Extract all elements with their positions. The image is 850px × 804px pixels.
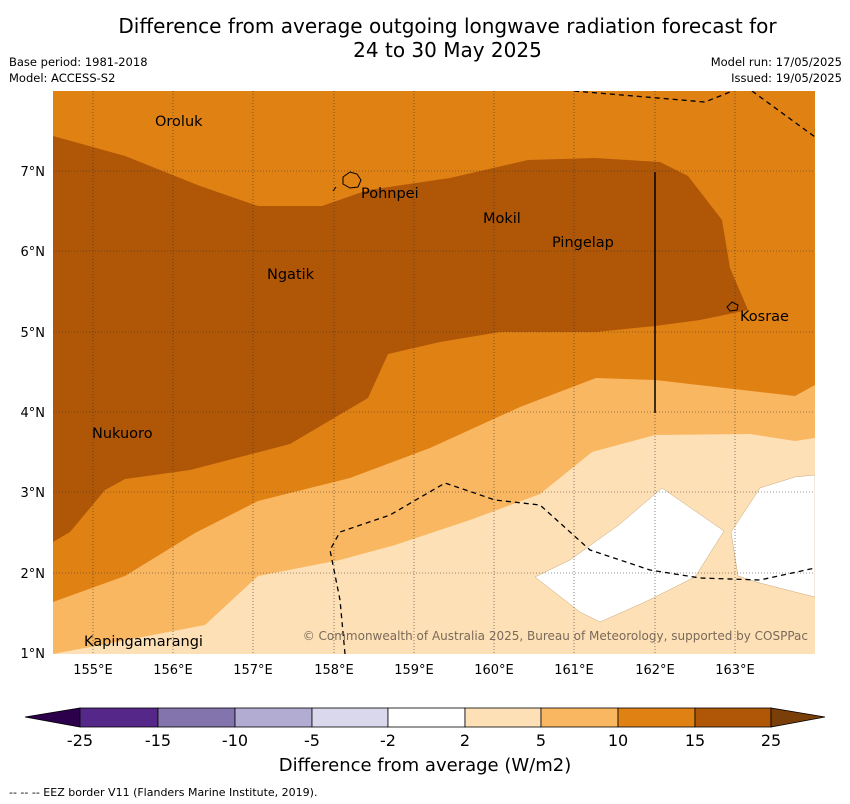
map-title-line2: 24 to 30 May 2025 bbox=[353, 38, 542, 62]
colorbar-tick-label: 2 bbox=[459, 731, 471, 750]
lon-tick-label: 163°E bbox=[715, 663, 755, 678]
colorbar-bin bbox=[694, 707, 772, 728]
colorbar-title: Difference from average (W/m2) bbox=[278, 755, 572, 776]
colorbar-bin bbox=[234, 707, 313, 728]
place-label-pohnpei: Pohnpei bbox=[361, 186, 419, 202]
lat-tick-label: 1°N bbox=[21, 647, 46, 662]
colorbar-tick-label: -5 bbox=[304, 731, 320, 750]
lon-tick-label: 159°E bbox=[394, 663, 434, 678]
eez-border-north bbox=[573, 91, 735, 103]
lon-tick-label: 160°E bbox=[474, 663, 514, 678]
colorbar bbox=[24, 707, 826, 728]
neutral-area-1 bbox=[534, 487, 725, 623]
lat-tick-label: 6°N bbox=[21, 245, 46, 260]
pohnpei-island-outline bbox=[342, 171, 362, 189]
colorbar-bin bbox=[617, 707, 696, 728]
place-label-kosrae: Kosrae bbox=[740, 309, 789, 325]
colorbar-tick-label: 10 bbox=[607, 731, 629, 750]
islands bbox=[332, 171, 739, 312]
lon-tick-label: 157°E bbox=[233, 663, 273, 678]
colorbar-tick-label: -15 bbox=[144, 731, 172, 750]
metadata-right: Model run: 17/05/2025 Issued: 19/05/2025 bbox=[711, 54, 842, 86]
copyright-text: © Commonwealth of Australia 2025, Bureau… bbox=[303, 629, 808, 643]
colorbar-extend-min bbox=[24, 707, 81, 728]
lat-tick-label: 7°N bbox=[21, 165, 46, 180]
colorbar-bin bbox=[387, 707, 466, 728]
colorbar-tick-label: 5 bbox=[535, 731, 547, 750]
colorbar-bin bbox=[79, 707, 159, 728]
model-run-text: Model run: 17/05/2025 bbox=[710, 55, 842, 69]
neutral-area-2 bbox=[730, 474, 815, 598]
colorbar-extend-max bbox=[770, 707, 826, 728]
colorbar-tick-label: -25 bbox=[66, 731, 94, 750]
base-period-text: Base period: 1981-2018 bbox=[9, 55, 148, 69]
lon-tick-label: 161°E bbox=[554, 663, 594, 678]
longitude-tick-labels: 155°E 156°E 157°E 158°E 159°E 160°E 161°… bbox=[73, 663, 755, 678]
eez-border-northeast bbox=[751, 91, 815, 138]
place-label-kapingamarangi: Kapingamarangi bbox=[84, 634, 203, 650]
lat-tick-label: 5°N bbox=[21, 326, 46, 341]
lat-tick-label: 4°N bbox=[21, 406, 46, 421]
colorbar-bin bbox=[540, 707, 619, 728]
kosrae-island-outline bbox=[726, 301, 739, 312]
place-label-mokil: Mokil bbox=[483, 211, 521, 227]
colorbar-tick-label: -2 bbox=[380, 731, 396, 750]
place-label-pingelap: Pingelap bbox=[552, 235, 614, 251]
place-label-nukuoro: Nukuoro bbox=[92, 426, 153, 442]
lon-tick-label: 156°E bbox=[153, 663, 193, 678]
lon-tick-label: 158°E bbox=[314, 663, 354, 678]
eez-borders bbox=[329, 91, 815, 654]
model-text: Model: ACCESS-S2 bbox=[9, 71, 116, 85]
colorbar-bin bbox=[311, 707, 389, 728]
lat-tick-label: 3°N bbox=[21, 486, 46, 501]
latitude-tick-labels: 7°N 6°N 5°N 4°N 3°N 2°N 1°N bbox=[21, 165, 46, 662]
band-15-25 bbox=[53, 136, 748, 542]
colorbar-tick-label: -10 bbox=[221, 731, 249, 750]
colorbar-tick-label: 25 bbox=[760, 731, 782, 750]
lon-tick-label: 162°E bbox=[635, 663, 675, 678]
map-title-line1: Difference from average outgoing longwav… bbox=[118, 14, 777, 38]
colorbar-bin bbox=[157, 707, 236, 728]
colorbar-bin bbox=[464, 707, 542, 728]
eez-footnote: -- -- -- EEZ border V11 (Flanders Marine… bbox=[9, 786, 318, 799]
lat-tick-label: 2°N bbox=[21, 567, 46, 582]
issued-text: Issued: 19/05/2025 bbox=[731, 71, 842, 85]
metadata-left: Base period: 1981-2018 Model: ACCESS-S2 bbox=[9, 54, 148, 86]
colorbar-tick-label: 15 bbox=[684, 731, 706, 750]
place-label-oroluk: Oroluk bbox=[155, 114, 203, 130]
place-label-ngatik: Ngatik bbox=[267, 267, 315, 283]
lon-tick-label: 155°E bbox=[73, 663, 113, 678]
anomaly-field bbox=[53, 91, 815, 654]
place-labels: Oroluk Pohnpei Mokil Pingelap Ngatik Kos… bbox=[84, 114, 789, 650]
